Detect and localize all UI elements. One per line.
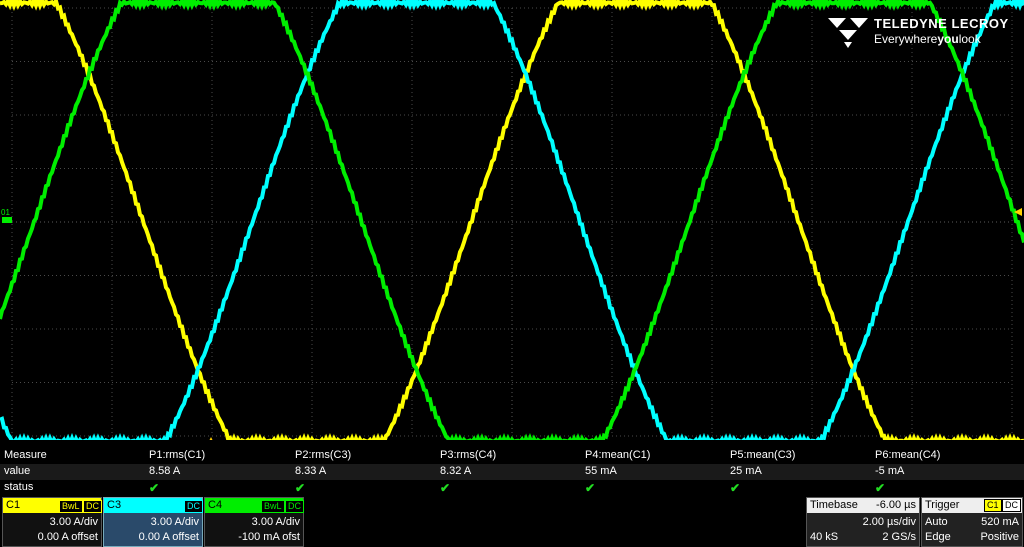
teledyne-logo-icon — [828, 18, 868, 48]
trigger-source-badge: C1 — [984, 499, 1002, 512]
channel-c4-header: C4 BwL DC — [205, 498, 304, 513]
param-name-p3[interactable]: P3:rms(C4) — [440, 449, 497, 461]
waveform-grid[interactable]: 01 — [0, 0, 1024, 440]
measure-label: Measure — [4, 449, 47, 461]
coupling-badge: DC — [83, 500, 102, 513]
graticule — [11, 7, 1013, 437]
channel-c1-header: C1 BwL DC — [3, 498, 102, 513]
trigger-mode: Auto — [925, 516, 948, 528]
waveform-c3 — [0, 0, 1024, 440]
param-name-p6[interactable]: P6:mean(C4) — [875, 449, 941, 461]
timebase-per-div: 2.00 µs/div — [862, 516, 916, 528]
measure-value-row: value 8.58 A 8.33 A 8.32 A 55 mA 25 mA -… — [0, 464, 1024, 480]
trigger-slope: Positive — [980, 531, 1019, 543]
channel-c3-header: C3 DC — [104, 498, 203, 513]
value-label: value — [4, 465, 31, 477]
channel-scale: 3.00 A/div — [49, 516, 98, 528]
measure-table[interactable]: Measure P1:rms(C1) P2:rms(C3) P3:rms(C4)… — [0, 448, 1024, 496]
param-value-p2: 8.33 A — [295, 465, 327, 477]
logo-brand: TELEDYNE LECROY — [874, 16, 1009, 31]
check-icon: ✔ — [730, 481, 741, 495]
measure-status-row: status ✔ ✔ ✔ ✔ ✔ ✔ — [0, 480, 1024, 496]
param-name-p5[interactable]: P5:mean(C3) — [730, 449, 796, 461]
channel-name: C4 — [208, 499, 223, 511]
channel-name: C1 — [6, 499, 21, 511]
trigger-coupling-badge: DC — [1002, 499, 1021, 512]
measure-header-row: Measure P1:rms(C1) P2:rms(C3) P3:rms(C4)… — [0, 448, 1024, 464]
coupling-badge: DC — [285, 500, 304, 513]
status-label: status — [4, 481, 34, 493]
param-value-p5: 25 mA — [730, 465, 762, 477]
trigger-header: Trigger C1 DC — [922, 498, 1022, 513]
waveform-c4 — [0, 0, 1024, 440]
coupling-badge: DC — [184, 500, 203, 513]
param-name-p4[interactable]: P4:mean(C1) — [585, 449, 651, 461]
check-icon: ✔ — [585, 481, 596, 495]
bandwidth-limit-badge: BwL — [261, 500, 285, 513]
check-icon: ✔ — [149, 481, 160, 495]
check-icon: ✔ — [440, 481, 451, 495]
trigger-time-marker[interactable] — [207, 437, 215, 440]
param-value-p6: -5 mA — [875, 465, 905, 477]
timebase-label: Timebase — [810, 499, 858, 511]
ground-marker[interactable]: 01 — [1, 208, 12, 223]
waveform-traces — [0, 0, 1024, 440]
trigger-level: 520 mA — [981, 516, 1019, 528]
timebase-samples: 40 kS — [810, 531, 839, 543]
trace-marker-label: 01 — [1, 208, 10, 217]
timebase-sample-rate: 2 GS/s — [882, 531, 916, 543]
channel-c4-descriptor[interactable]: C4 BwL DC 3.00 A/div -100 mA ofst — [204, 497, 304, 547]
param-name-p1[interactable]: P1:rms(C1) — [149, 449, 206, 461]
param-value-p4: 55 mA — [585, 465, 617, 477]
bandwidth-limit-badge: BwL — [59, 500, 83, 513]
trigger-label: Trigger — [925, 499, 960, 511]
param-value-p3: 8.32 A — [440, 465, 472, 477]
channel-offset: -100 mA ofst — [238, 531, 300, 543]
trigger-level-marker[interactable] — [1014, 208, 1022, 216]
channel-offset: 0.00 A offset — [138, 531, 199, 543]
check-icon: ✔ — [295, 481, 306, 495]
trigger-descriptor[interactable]: Trigger C1 DC Auto 520 mA Edge Positive — [921, 497, 1023, 547]
channel-c3-descriptor[interactable]: C3 DC 3.00 A/div 0.00 A offset — [103, 497, 203, 547]
param-value-p1: 8.58 A — [149, 465, 181, 477]
timebase-delay: -6.00 µs — [876, 499, 916, 511]
channel-scale: 3.00 A/div — [150, 516, 199, 528]
channel-name: C3 — [107, 499, 122, 511]
logo-tagline: Everywhereyoulook — [874, 32, 981, 46]
timebase-descriptor[interactable]: Timebase -6.00 µs 2.00 µs/div 40 kS 2 GS… — [806, 497, 920, 547]
timebase-header: Timebase -6.00 µs — [807, 498, 919, 513]
channel-scale: 3.00 A/div — [251, 516, 300, 528]
check-icon: ✔ — [875, 481, 886, 495]
param-name-p2[interactable]: P2:rms(C3) — [295, 449, 352, 461]
channel-c1-descriptor[interactable]: C1 BwL DC 3.00 A/div 0.00 A offset — [2, 497, 102, 547]
teledyne-lecroy-logo: TELEDYNE LECROY Everywhereyoulook — [826, 14, 1016, 50]
channel-offset: 0.00 A offset — [37, 531, 98, 543]
trigger-type: Edge — [925, 531, 951, 543]
